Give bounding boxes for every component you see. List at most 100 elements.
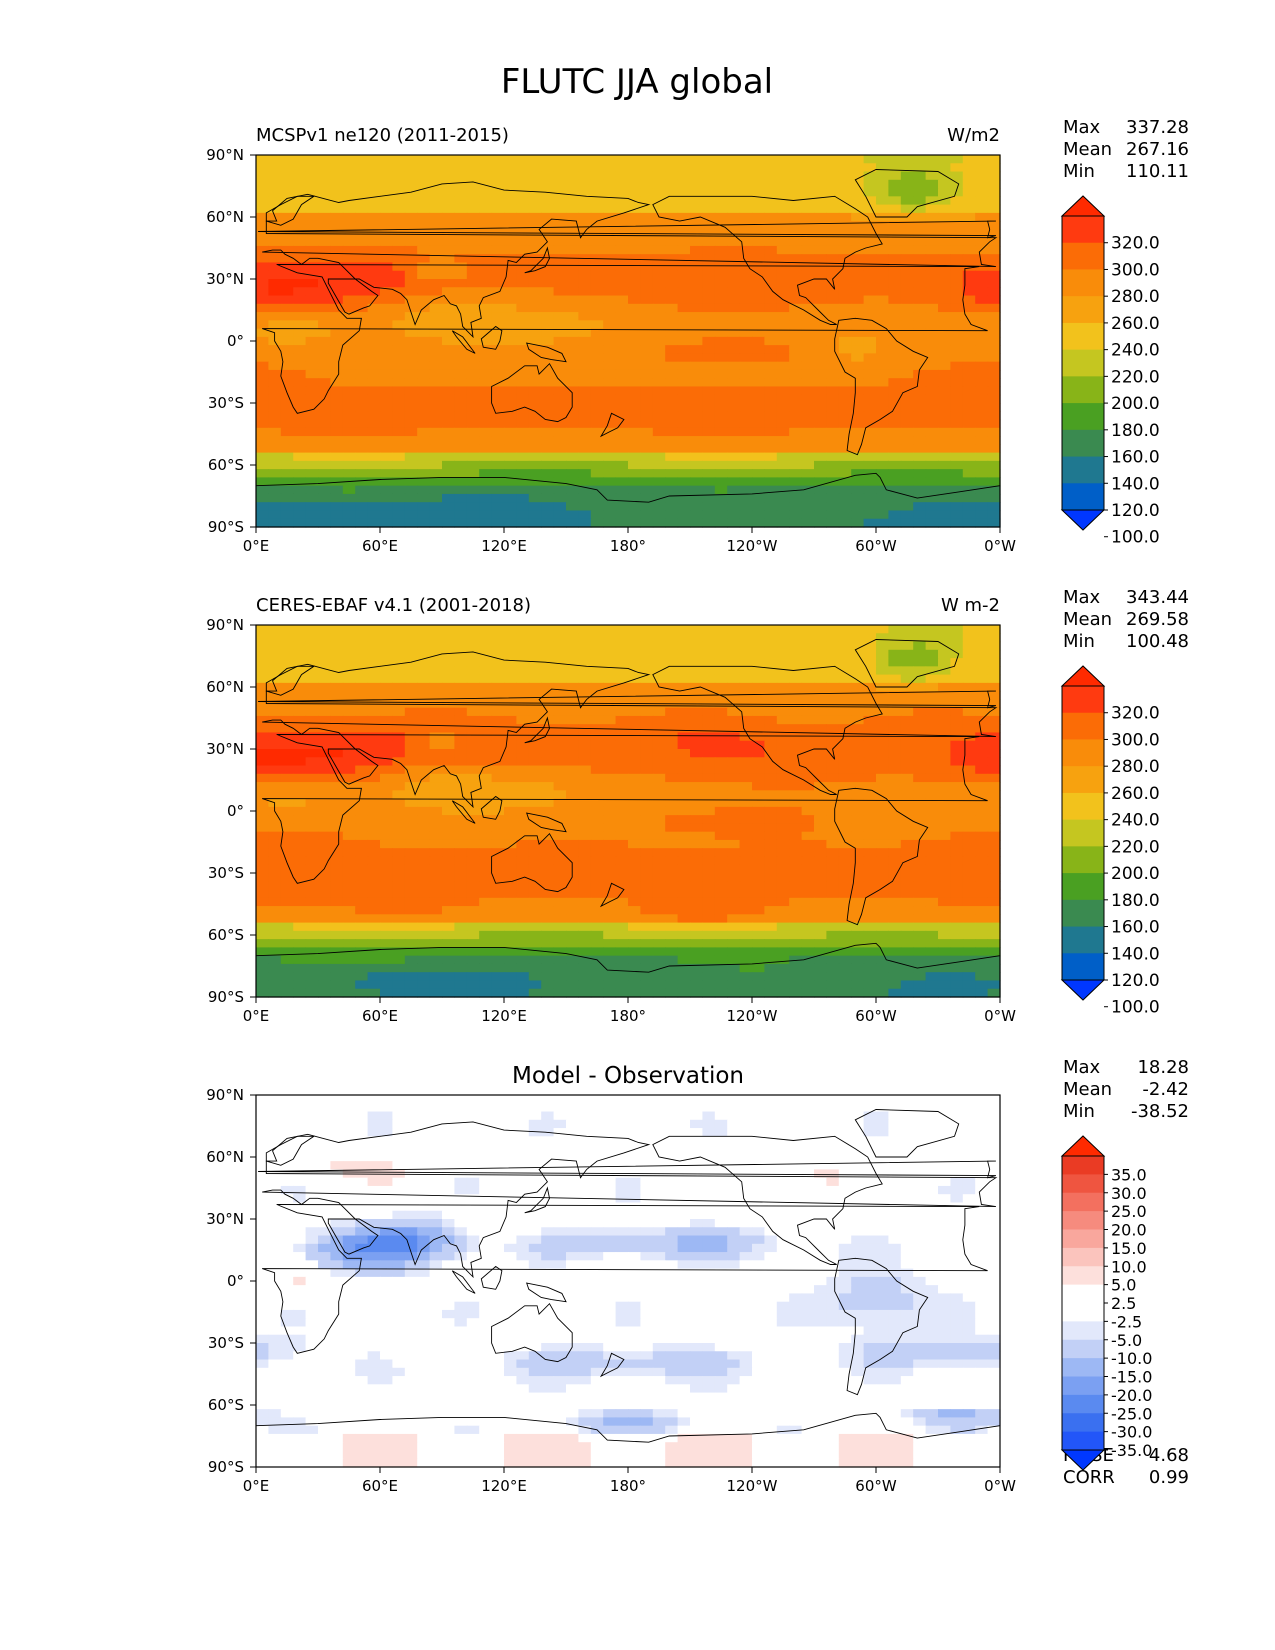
heatmap-cell bbox=[987, 848, 1001, 858]
heatmap-cell bbox=[380, 906, 393, 915]
heatmap-cell bbox=[975, 806, 989, 816]
heatmap-cell bbox=[876, 806, 889, 816]
heatmap-cell bbox=[851, 889, 865, 899]
heatmap-cell bbox=[752, 823, 765, 833]
heatmap-cell bbox=[640, 312, 654, 321]
heatmap-cell bbox=[330, 336, 344, 346]
heatmap-cell bbox=[925, 839, 939, 849]
heatmap-cell bbox=[975, 881, 989, 891]
heatmap-cell bbox=[603, 790, 617, 800]
heatmap-cell bbox=[516, 798, 530, 808]
heatmap-cell bbox=[355, 666, 369, 676]
heatmap-cell bbox=[504, 922, 517, 932]
heatmap-cell bbox=[541, 427, 555, 437]
heatmap-cell bbox=[516, 477, 530, 487]
heatmap-cell bbox=[677, 485, 691, 495]
heatmap-cell bbox=[590, 452, 604, 462]
heatmap-cell bbox=[950, 625, 964, 634]
heatmap-cell bbox=[293, 798, 307, 808]
heatmap-cell bbox=[318, 196, 331, 206]
heatmap-cell bbox=[305, 889, 319, 899]
heatmap-cell bbox=[863, 806, 877, 816]
heatmap-cell bbox=[702, 212, 716, 222]
heatmap-cell bbox=[280, 674, 294, 684]
heatmap-cell bbox=[838, 345, 852, 354]
heatmap-cell bbox=[553, 856, 567, 866]
heatmap-cell bbox=[925, 419, 939, 429]
heatmap-cell bbox=[975, 502, 989, 512]
heatmap-cell bbox=[417, 724, 431, 734]
heatmap-cell bbox=[801, 245, 815, 255]
heatmap-cell bbox=[256, 699, 269, 709]
heatmap-cell bbox=[925, 303, 939, 313]
heatmap-cell bbox=[479, 790, 493, 800]
heatmap-cell bbox=[342, 179, 356, 189]
heatmap-cell bbox=[913, 897, 927, 907]
heatmap-cell bbox=[838, 328, 852, 338]
heatmap-cell bbox=[851, 798, 865, 808]
heatmap-cell bbox=[504, 806, 517, 816]
heatmap-cell bbox=[764, 782, 778, 791]
heatmap-cell bbox=[702, 740, 716, 750]
heatmap-cell bbox=[702, 171, 716, 181]
heatmap-cell bbox=[268, 303, 282, 313]
heatmap-cell bbox=[342, 831, 356, 841]
heatmap-cell bbox=[417, 262, 431, 272]
heatmap-cell bbox=[442, 485, 455, 495]
heatmap-cell bbox=[268, 411, 282, 421]
heatmap-cell bbox=[318, 691, 331, 700]
heatmap-cell bbox=[466, 897, 480, 907]
heatmap-cell bbox=[268, 839, 282, 849]
heatmap-cell bbox=[801, 914, 815, 924]
heatmap-cell bbox=[516, 914, 530, 924]
heatmap-cell bbox=[826, 188, 840, 197]
heatmap-cell bbox=[305, 452, 319, 462]
heatmap-cell bbox=[590, 427, 604, 437]
heatmap-cell bbox=[962, 444, 976, 454]
heatmap-cell bbox=[342, 806, 356, 816]
heatmap-cell bbox=[876, 873, 889, 882]
heatmap-cell bbox=[665, 707, 679, 717]
heatmap-cell bbox=[305, 806, 319, 816]
heatmap-cell bbox=[789, 204, 803, 214]
heatmap-cell bbox=[789, 179, 803, 189]
heatmap-cell bbox=[491, 749, 505, 758]
heatmap-cell bbox=[454, 790, 468, 800]
heatmap-cell bbox=[764, 798, 778, 808]
heatmap-cell bbox=[690, 641, 703, 651]
heatmap-cell bbox=[739, 171, 753, 181]
heatmap-cell bbox=[305, 320, 319, 330]
heatmap-cell bbox=[665, 353, 679, 363]
heatmap-cell bbox=[429, 518, 443, 528]
heatmap-cell bbox=[590, 823, 604, 833]
heatmap-cell bbox=[590, 649, 604, 659]
coastline bbox=[265, 195, 316, 226]
heatmap-cell bbox=[826, 196, 840, 206]
heatmap-cell bbox=[677, 773, 691, 783]
heatmap-cell bbox=[962, 361, 976, 371]
heatmap-cell bbox=[603, 345, 617, 354]
heatmap-cell bbox=[504, 427, 517, 437]
heatmap-cell bbox=[417, 245, 431, 255]
heatmap-cell bbox=[380, 782, 393, 791]
heatmap-cell bbox=[466, 361, 480, 371]
heatmap-cell bbox=[504, 658, 517, 667]
heatmap-cell bbox=[442, 782, 455, 791]
heatmap-cell bbox=[962, 196, 976, 206]
heatmap-cell bbox=[838, 493, 852, 503]
heatmap-cell bbox=[640, 518, 654, 528]
heatmap-cell bbox=[615, 336, 629, 346]
heatmap-cell bbox=[752, 237, 765, 247]
heatmap-cell bbox=[318, 245, 331, 255]
heatmap-cell bbox=[516, 279, 530, 288]
heatmap-cell bbox=[677, 914, 691, 924]
heatmap-cell bbox=[504, 815, 517, 824]
heatmap-cell bbox=[342, 625, 356, 634]
heatmap-cell bbox=[714, 245, 728, 255]
heatmap-cell bbox=[603, 452, 617, 462]
heatmap-cell bbox=[801, 881, 815, 891]
heatmap-cell bbox=[925, 460, 939, 470]
heatmap-cell bbox=[677, 724, 691, 734]
heatmap-cell bbox=[342, 773, 356, 783]
heatmap-cell bbox=[938, 419, 951, 429]
